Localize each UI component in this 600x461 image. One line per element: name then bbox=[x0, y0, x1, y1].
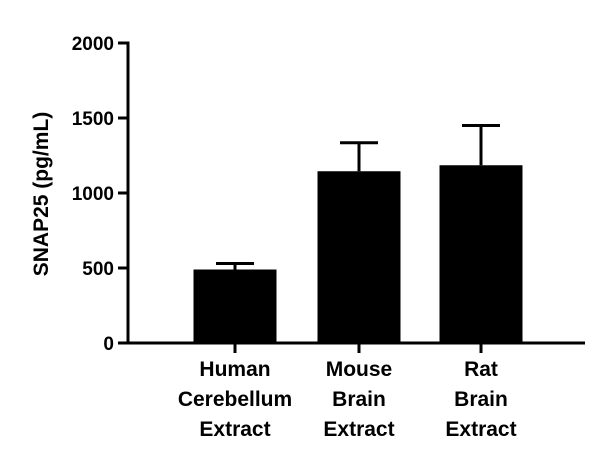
y-tick-label: 1000 bbox=[72, 184, 114, 205]
category-label-line: Extract bbox=[323, 418, 394, 441]
category-label-line: Extract bbox=[445, 418, 516, 441]
category-label-line: Brain bbox=[332, 388, 386, 411]
bar bbox=[317, 171, 401, 343]
y-tick-label: 0 bbox=[103, 334, 114, 355]
category-label-line: Rat bbox=[464, 358, 498, 381]
y-tick-label: 500 bbox=[82, 259, 114, 280]
y-tick-label: 2000 bbox=[72, 34, 114, 55]
bar bbox=[193, 269, 277, 343]
category-label-line: Cerebellum bbox=[178, 388, 292, 411]
category-label-line: Extract bbox=[199, 418, 270, 441]
y-axis-label: SNAP25 (pg/mL) bbox=[30, 112, 53, 277]
category-label: Rat Brain Extract bbox=[445, 358, 516, 441]
category-label: Mouse Brain Extract bbox=[323, 358, 394, 441]
y-tick-label: 1500 bbox=[72, 109, 114, 130]
bars bbox=[193, 124, 523, 343]
bar bbox=[439, 165, 523, 343]
category-label-line: Mouse bbox=[326, 358, 393, 381]
category-label-line: Human bbox=[199, 358, 270, 381]
category-label-line: Brain bbox=[454, 388, 508, 411]
y-axis: 0 500 1000 1500 2000 bbox=[72, 34, 130, 355]
category-label: Human Cerebellum Extract bbox=[178, 358, 292, 441]
